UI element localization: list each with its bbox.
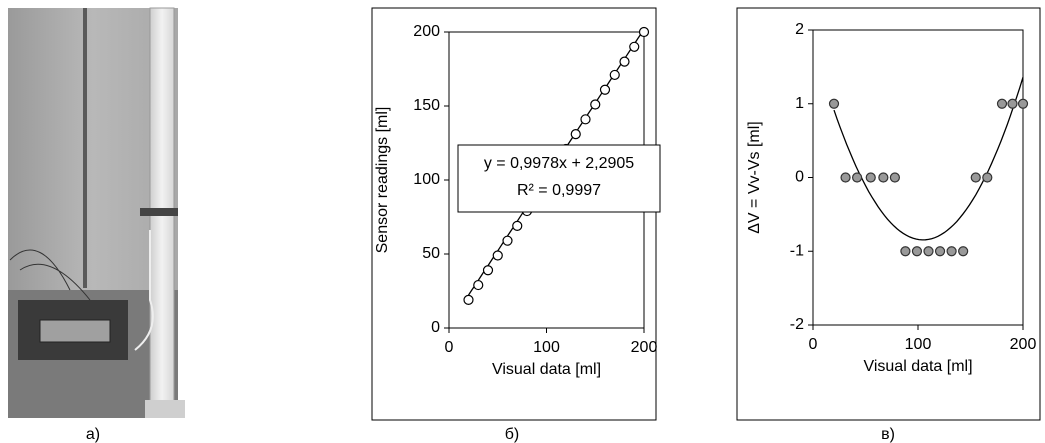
annotation: y = 0,9978x + 2,2905: [484, 155, 634, 172]
panel-frame: [736, 7, 1041, 421]
x-axis-label: Visual data [ml]: [492, 361, 601, 378]
caption: а): [86, 426, 100, 443]
point: [502, 235, 513, 246]
x-tick-label: 100: [905, 336, 932, 353]
annotation-box: [457, 144, 661, 213]
point: [923, 246, 934, 257]
point: [828, 98, 840, 109]
point: [958, 246, 969, 257]
point: [889, 172, 901, 183]
y-tick-label: 50: [422, 245, 440, 262]
point: [970, 172, 981, 183]
point: [599, 84, 611, 95]
point: [590, 99, 601, 110]
point: [463, 294, 474, 305]
x-tick-label: 200: [631, 339, 658, 356]
y-tick-label: 1: [795, 95, 804, 112]
photo: [8, 7, 185, 418]
annotation: R² = 0,9997: [517, 182, 601, 199]
point: [473, 279, 484, 291]
x-tick-label: 200: [1010, 336, 1037, 353]
point: [982, 172, 993, 183]
point: [482, 265, 494, 276]
y-tick-label: 0: [431, 319, 440, 336]
x-tick-label: 0: [445, 339, 454, 356]
point: [512, 220, 523, 231]
y-tick-label: -2: [790, 316, 804, 333]
point: [570, 129, 581, 140]
point: [840, 172, 851, 183]
point: [878, 172, 889, 183]
point: [609, 69, 620, 81]
y-axis-label: Sensor readings [ml]: [374, 107, 391, 254]
point: [629, 41, 640, 52]
point: [911, 246, 923, 257]
point: [638, 26, 650, 38]
trendline: [833, 77, 1024, 241]
y-axis-label: ΔV = Vv-Vs [ml]: [746, 121, 763, 233]
point: [865, 172, 876, 183]
x-tick-label: 0: [809, 336, 818, 353]
caption: б): [505, 426, 520, 443]
caption: в): [881, 426, 895, 443]
point: [580, 114, 591, 125]
panel-frame: [371, 7, 657, 421]
y-tick-label: 2: [795, 21, 804, 38]
y-tick-label: 0: [795, 169, 804, 186]
point: [492, 250, 503, 261]
x-tick-label: 100: [533, 339, 560, 356]
point: [619, 56, 630, 67]
point: [900, 246, 911, 257]
point: [1007, 98, 1018, 109]
point: [934, 246, 946, 257]
point: [946, 246, 957, 257]
x-axis-label: Visual data [ml]: [863, 358, 972, 375]
y-tick-label: 200: [413, 23, 440, 40]
point: [996, 98, 1008, 109]
point: [851, 172, 863, 183]
point: [1017, 98, 1029, 109]
y-tick-label: 100: [413, 171, 440, 188]
y-tick-label: -1: [790, 242, 804, 259]
y-tick-label: 150: [413, 97, 440, 114]
